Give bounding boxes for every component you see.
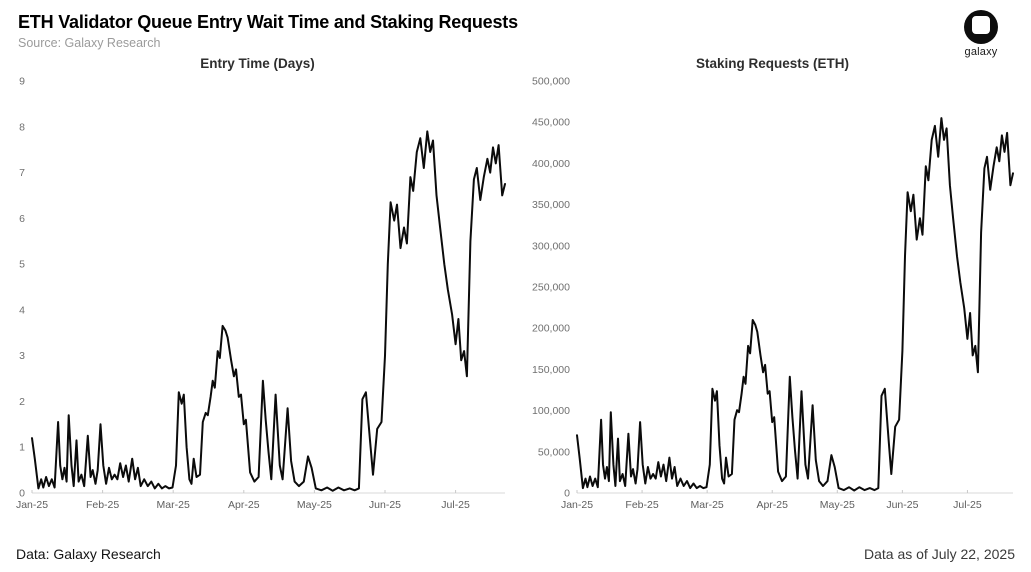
y-tick-label: 8 <box>19 121 25 133</box>
x-tick-label: Jun-25 <box>369 499 401 511</box>
y-tick-label: 2 <box>19 396 25 408</box>
y-tick-label: 300,000 <box>532 240 570 252</box>
y-tick-label: 1 <box>19 442 25 454</box>
x-tick-label: Jun-25 <box>886 499 918 511</box>
y-tick-label: 450,000 <box>532 117 570 129</box>
x-tick-label: Apr-25 <box>756 499 788 511</box>
staking-requests-chart-title: Staking Requests (ETH) <box>695 56 850 71</box>
x-tick-label: Mar-25 <box>157 499 190 511</box>
entry-time-chart: Jan-25 Feb-25 Mar-25 Apr-25 May-25 Jun-25 Jul-… <box>16 76 506 511</box>
galaxy-logo-icon <box>964 10 998 44</box>
charts-row: Entry Time (Days) Jan-25 Feb-25 Mar-25 Apr-… <box>0 52 1031 523</box>
line-series <box>576 117 1014 492</box>
y-tick-label: 50,000 <box>538 446 570 458</box>
galaxy-logo-square-icon <box>969 13 993 37</box>
y-tick-label: 500,000 <box>532 76 570 88</box>
line-series <box>31 130 506 492</box>
y-tick-label: 0 <box>564 488 570 500</box>
source-subtitle: Source: Galaxy Research <box>18 36 161 50</box>
y-tick-label: 0 <box>19 488 25 500</box>
x-tick-label: Jul-25 <box>953 499 982 511</box>
x-tick-label: Jan-25 <box>16 499 48 511</box>
y-tick-label: 400,000 <box>532 158 570 170</box>
x-tick-label: Jan-25 <box>561 499 593 511</box>
page-title: ETH Validator Queue Entry Wait Time and … <box>18 12 518 32</box>
y-tick-label: 3 <box>19 350 25 362</box>
x-tick-label: Feb-25 <box>86 499 119 511</box>
y-tick-label: 150,000 <box>532 364 570 376</box>
x-tick-label: May-25 <box>820 499 855 511</box>
y-tick-label: 200,000 <box>532 323 570 335</box>
entry-time-panel: Entry Time (Days) Jan-25 Feb-25 Mar-25 Apr-… <box>0 52 515 523</box>
y-tick-label: 7 <box>19 167 25 179</box>
y-tick-label: 350,000 <box>532 199 570 211</box>
staking-requests-panel: Staking Requests (ETH) Jan-25 Feb-25 Mar-2… <box>515 52 1030 523</box>
staking-requests-chart: Jan-25 Feb-25 Mar-25 Apr-25 May-25 Jun-25 Jul-… <box>532 76 1014 511</box>
y-tick-label: 4 <box>19 304 25 316</box>
x-tick-label: Mar-25 <box>691 499 724 511</box>
header: ETH Validator Queue Entry Wait Time and … <box>0 0 1031 50</box>
y-tick-label: 9 <box>19 76 25 88</box>
x-tick-label: Jul-25 <box>441 499 470 511</box>
footer-as-of-date: Data as of July 22, 2025 <box>864 546 1015 562</box>
x-tick-label: May-25 <box>297 499 332 511</box>
galaxy-logo-label: galaxy <box>964 46 998 58</box>
entry-time-chart-title: Entry Time (Days) <box>200 56 315 71</box>
x-tick-label: Feb-25 <box>625 499 658 511</box>
y-tick-label: 6 <box>19 213 25 225</box>
footer: Data: Galaxy Research Data as of July 22… <box>0 546 1031 572</box>
footer-data-source: Data: Galaxy Research <box>16 546 161 562</box>
y-tick-label: 100,000 <box>532 405 570 417</box>
y-tick-label: 5 <box>19 259 25 271</box>
x-tick-label: Apr-25 <box>228 499 260 511</box>
galaxy-logo: galaxy <box>951 10 1011 58</box>
y-tick-label: 250,000 <box>532 282 570 294</box>
